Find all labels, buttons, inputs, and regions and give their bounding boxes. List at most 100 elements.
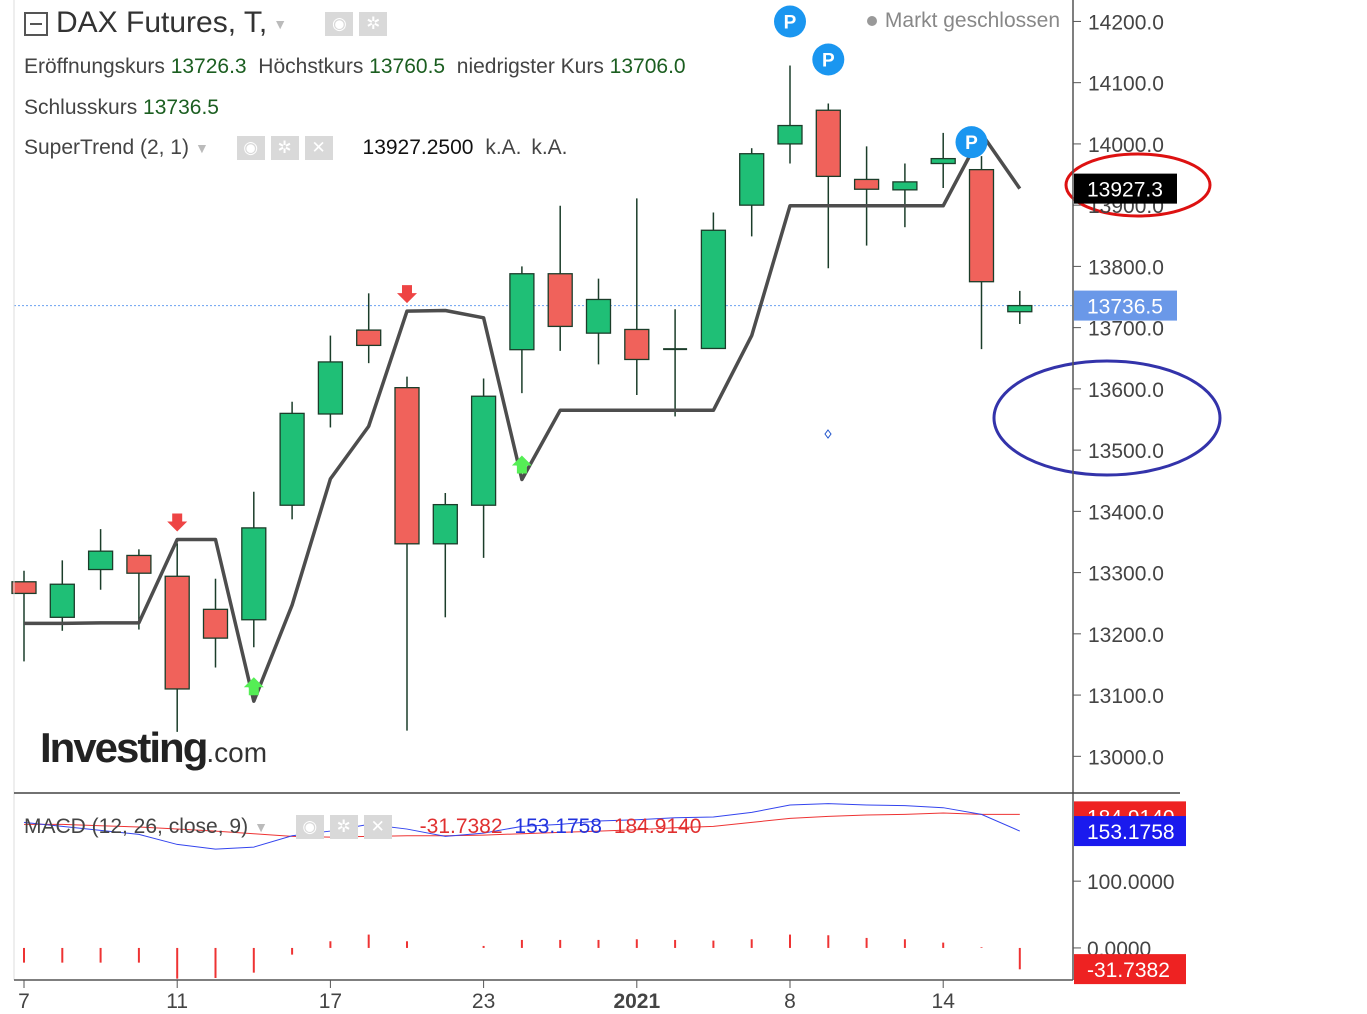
price-tick-label: 13300.0 bbox=[1088, 563, 1164, 586]
high-value: 13760.5 bbox=[369, 55, 446, 78]
high-label: Höchstkurs bbox=[258, 55, 364, 78]
candle-body bbox=[968, 168, 995, 283]
pivot-badge-label: P bbox=[822, 50, 835, 71]
candle-body bbox=[547, 273, 573, 328]
macd-legend: MACD (12, 26, close, 9) ▼ ◉ ✲ ✕ -31.7382 15… bbox=[24, 815, 702, 840]
candle-body bbox=[777, 124, 803, 145]
annotation-ellipse-blue bbox=[992, 359, 1222, 477]
price-tick-label: 13000.0 bbox=[1088, 746, 1164, 769]
price-tick-label: 14000.0 bbox=[1088, 134, 1164, 157]
candle-body bbox=[241, 527, 267, 621]
supertrend-na-2: k.A. bbox=[531, 136, 568, 159]
time-tick-label: 7 bbox=[18, 990, 30, 1013]
gear-icon[interactable]: ✲ bbox=[359, 12, 388, 37]
macd-hist-tag-text: -31.7382 bbox=[1087, 959, 1170, 982]
supertrend-line bbox=[24, 131, 1022, 703]
status-dot-icon bbox=[866, 16, 877, 27]
candle-body bbox=[394, 387, 420, 545]
macd-line-tag-box bbox=[1074, 816, 1186, 847]
pivot-badge-label: P bbox=[784, 13, 797, 34]
chart-title: DAX Futures, T, bbox=[56, 6, 268, 39]
candle-body bbox=[470, 395, 497, 506]
low-value: 13706.0 bbox=[609, 55, 686, 78]
price-tick-label: 14100.0 bbox=[1088, 73, 1164, 96]
candle-body bbox=[317, 361, 344, 415]
candle-body bbox=[164, 575, 190, 690]
buy-arrow-icon bbox=[243, 677, 264, 696]
close-label: Schlusskurs bbox=[24, 96, 138, 119]
sell-arrow-icon bbox=[167, 513, 188, 532]
chevron-down-icon[interactable]: ▼ bbox=[254, 819, 268, 836]
open-label: Eröffnungskurs bbox=[24, 55, 165, 78]
macd-hist-value: -31.7382 bbox=[419, 815, 503, 838]
pivot-badge-label: P bbox=[965, 133, 978, 154]
collapse-icon[interactable] bbox=[24, 12, 48, 37]
candle-body bbox=[853, 178, 880, 190]
time-tick-label: 2021 bbox=[613, 990, 660, 1013]
price-tick-label: 13100.0 bbox=[1088, 685, 1164, 708]
buy-arrow-icon bbox=[511, 455, 532, 474]
chevron-down-icon[interactable]: ▼ bbox=[273, 16, 288, 33]
supertrend-na-1: k.A. bbox=[485, 136, 522, 159]
candle-body bbox=[279, 412, 305, 506]
time-tick-label: 23 bbox=[472, 990, 495, 1013]
price-tick-label: 13600.0 bbox=[1088, 379, 1164, 402]
candle-body bbox=[202, 608, 229, 639]
candle-body bbox=[356, 329, 382, 347]
macd-hist-tag-box bbox=[1074, 954, 1186, 985]
macd-signal-value: 184.9140 bbox=[613, 815, 702, 838]
candle-body bbox=[930, 157, 956, 165]
macd-line bbox=[23, 803, 1020, 850]
time-tick-label: 11 bbox=[166, 990, 188, 1013]
price-tick-label: 13500.0 bbox=[1088, 440, 1164, 463]
time-tick-label: 8 bbox=[784, 990, 796, 1013]
gear-icon[interactable]: ✲ bbox=[329, 815, 358, 840]
supertrend-label: SuperTrend (2, 1) bbox=[24, 136, 189, 159]
open-value: 13726.3 bbox=[170, 55, 247, 78]
last-price-tag-text: 13736.5 bbox=[1087, 296, 1163, 319]
macd-line-tag-text: 153.1758 bbox=[1087, 821, 1175, 844]
candle-body bbox=[432, 503, 458, 545]
candle-body bbox=[892, 181, 918, 191]
price-tick-label: 13200.0 bbox=[1088, 624, 1164, 647]
supertrend-value: 13927.2500 bbox=[362, 136, 474, 159]
marker-icon bbox=[824, 429, 832, 439]
price-tick-label: 13700.0 bbox=[1088, 318, 1164, 341]
last-price-tag-box bbox=[1074, 290, 1177, 321]
macd-signal-line bbox=[24, 812, 1020, 838]
candle-body bbox=[1007, 304, 1033, 313]
ohlc-row: Eröffnungskurs 13726.3 Höchstkurs 13760.… bbox=[24, 55, 686, 79]
candle-body bbox=[126, 554, 152, 574]
candle-body bbox=[700, 229, 727, 350]
eye-icon[interactable]: ◉ bbox=[236, 136, 265, 161]
close-value: 13736.5 bbox=[143, 96, 219, 119]
chart-title-row: DAX Futures, T, ▼ ◉ ✲ bbox=[24, 6, 388, 40]
macd-label: MACD (12, 26, close, 9) bbox=[24, 815, 249, 838]
pivot-badge-icon bbox=[774, 5, 806, 38]
chevron-down-icon[interactable]: ▼ bbox=[194, 140, 209, 157]
price-tick-label: 14200.0 bbox=[1088, 11, 1164, 34]
sell-arrow-icon bbox=[397, 285, 417, 304]
candle-body bbox=[509, 273, 535, 351]
supertrend-legend: SuperTrend (2, 1) ▼ ◉ ✲ ✕ 13927.2500 k.A. k… bbox=[24, 136, 568, 161]
price-tick-label: 13400.0 bbox=[1088, 501, 1164, 524]
candle-body bbox=[11, 581, 37, 595]
gear-icon[interactable]: ✲ bbox=[270, 136, 299, 161]
time-tick-label: 17 bbox=[319, 990, 342, 1013]
time-tick-label: 14 bbox=[932, 990, 956, 1013]
pivot-badge-icon bbox=[955, 126, 988, 159]
eye-icon[interactable]: ◉ bbox=[295, 815, 324, 840]
eye-icon[interactable]: ◉ bbox=[325, 12, 354, 37]
supertrend-price-tag-box bbox=[1074, 173, 1177, 204]
close-icon[interactable]: ✕ bbox=[363, 815, 392, 840]
candle-body bbox=[739, 153, 765, 206]
candle-body bbox=[87, 550, 114, 571]
low-label: niedrigster Kurs bbox=[456, 55, 604, 78]
candle-body bbox=[585, 298, 612, 334]
macd-line-value: 153.1758 bbox=[514, 815, 602, 838]
close-row: Schlusskurs 13736.5 bbox=[24, 96, 219, 120]
annotation-ellipse-red bbox=[1064, 152, 1212, 218]
candle-body bbox=[624, 328, 650, 361]
close-icon[interactable]: ✕ bbox=[304, 136, 333, 161]
